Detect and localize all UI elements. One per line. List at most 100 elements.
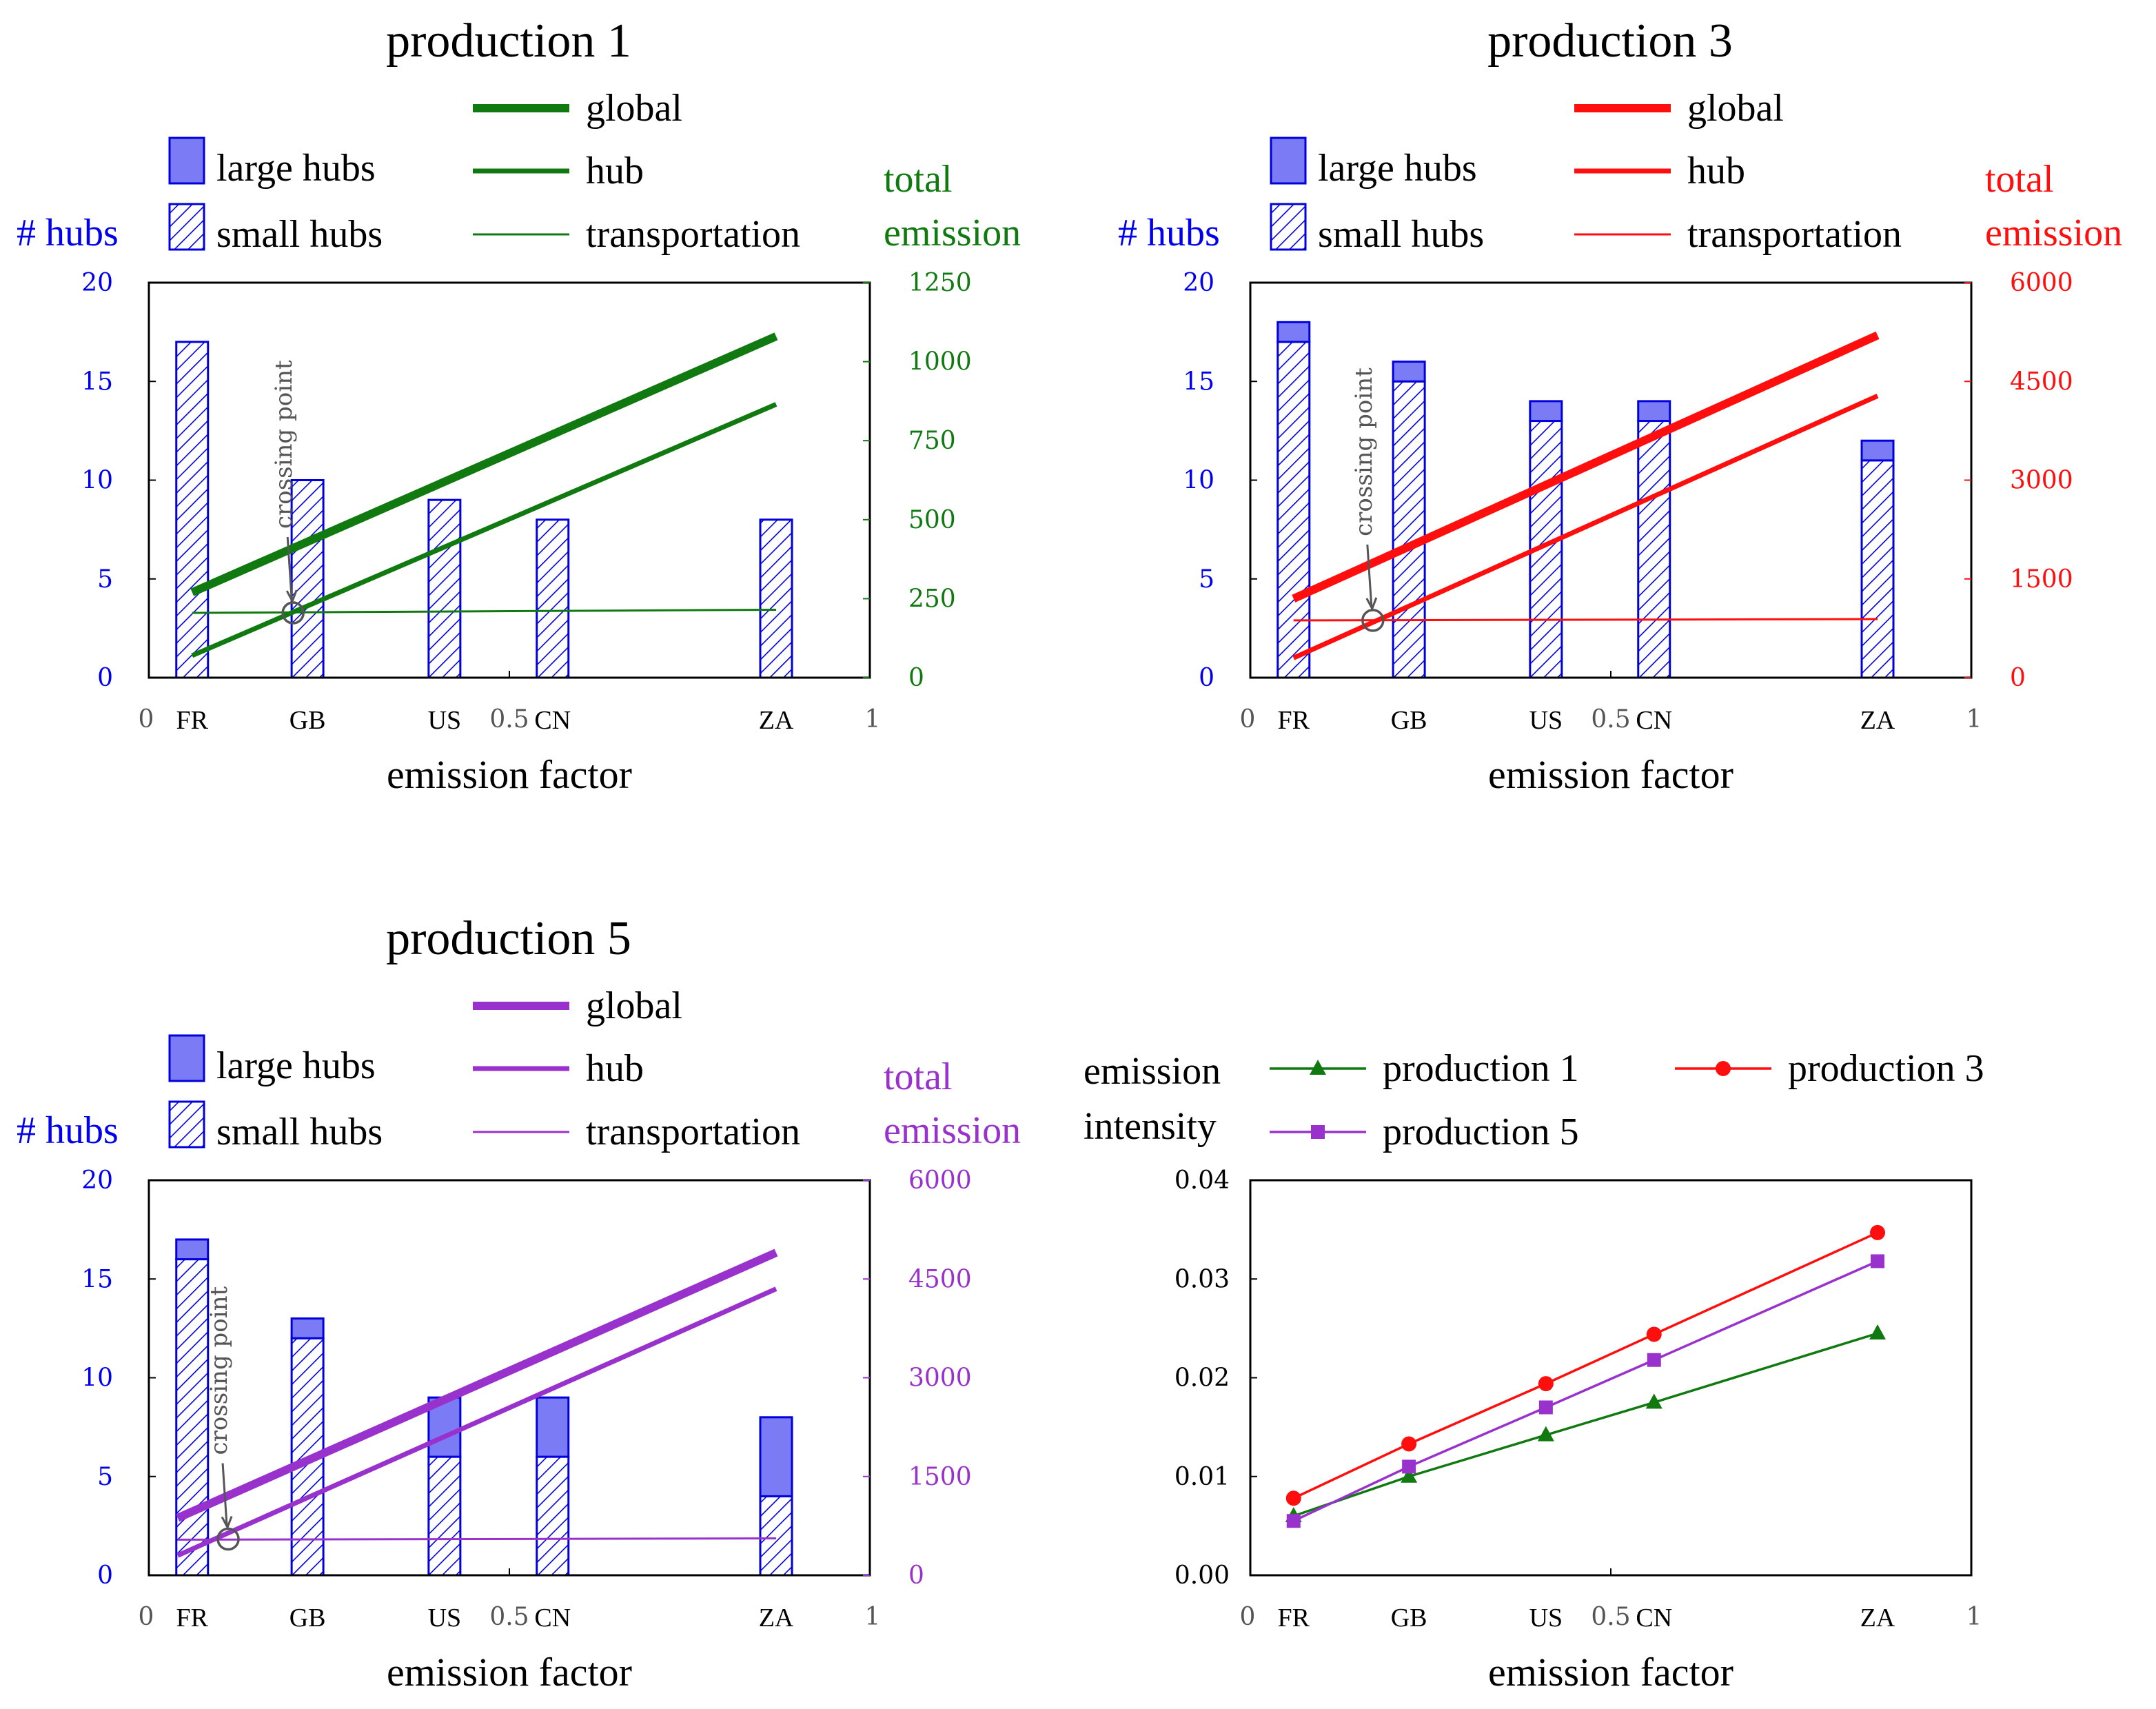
- right-axis-title-line2: emission: [884, 1109, 1021, 1152]
- right-axis-title-line1: total: [884, 158, 953, 201]
- legend-transportation-label: transportation: [586, 213, 800, 256]
- bar-large-ZA: [1860, 439, 1895, 462]
- line-transportation: [192, 608, 777, 614]
- bar-small-GB: [1392, 380, 1426, 679]
- point-triangle-ZA: [1869, 1324, 1886, 1340]
- right-axis-title-line1: total: [884, 1055, 953, 1098]
- y-tick-label: 0.00: [1174, 1561, 1230, 1590]
- country-label-ZA: ZA: [759, 1604, 794, 1632]
- legend-label-3: production 5: [1383, 1111, 1579, 1153]
- legend-hub-label: hub: [586, 1047, 644, 1090]
- right-tick-label: 1500: [2010, 565, 2073, 594]
- y-tick-label: 0.03: [1174, 1265, 1230, 1293]
- point-square-CN: [1647, 1353, 1661, 1367]
- legend-global-label: global: [586, 984, 682, 1027]
- crossing-point-marker: [1361, 609, 1385, 632]
- country-label-ZA: ZA: [1860, 1604, 1895, 1632]
- legend-large-swatch: [168, 136, 205, 185]
- crossing-point-arrow: [286, 536, 293, 600]
- right-axis-title-line2: emission: [1985, 212, 2122, 254]
- panel-4: emission intensity production 1 production …: [1084, 1047, 1984, 1695]
- legend-small-label: small hubs: [216, 213, 383, 256]
- x-tick-label: 1: [865, 705, 881, 734]
- country-label-GB: GB: [289, 1604, 326, 1632]
- bar-small-CN: [1637, 420, 1671, 679]
- country-label-US: US: [428, 706, 462, 735]
- left-tick-label: 10: [1183, 467, 1214, 495]
- right-tick-label: 4500: [908, 1265, 972, 1293]
- bar-large-GB: [1392, 361, 1426, 383]
- legend-small-label: small hubs: [1318, 213, 1484, 256]
- point-triangle-GB: [1401, 1467, 1418, 1483]
- country-label-GB: GB: [289, 706, 326, 735]
- point-square-ZA: [1871, 1254, 1885, 1268]
- crossing-point-label: crossing point: [1350, 367, 1378, 536]
- crossing-point-arrowhead: [1365, 597, 1378, 611]
- left-tick-label: 15: [81, 1265, 113, 1293]
- line-hub: [191, 402, 777, 658]
- line-global: [176, 1248, 778, 1522]
- left-tick-label: 5: [97, 1463, 113, 1491]
- crossing-point-marker: [216, 1527, 240, 1551]
- country-label-CN: CN: [1636, 706, 1672, 735]
- y-axis-title-line1: emission: [1084, 1050, 1221, 1093]
- x-tick-label: 0.5: [1591, 705, 1630, 734]
- bar-large-CN: [1637, 400, 1671, 423]
- chart-title: production 5: [386, 912, 631, 965]
- bar-large-GB: [290, 1317, 325, 1339]
- legend-small-swatch: [1270, 203, 1307, 251]
- line-transportation: [177, 1537, 777, 1541]
- right-tick-label: 1500: [908, 1463, 972, 1491]
- legend-large-label: large hubs: [216, 147, 376, 190]
- crossing-point-label: crossing point: [270, 360, 298, 529]
- bar-large-FR: [175, 1238, 210, 1261]
- x-axis-title: emission factor: [387, 1650, 632, 1695]
- bar-large-ZA: [759, 1416, 793, 1497]
- legend-hub-label: hub: [1687, 150, 1745, 192]
- crossing-point-arrowhead: [221, 1515, 233, 1530]
- legend-large-label: large hubs: [1318, 147, 1477, 190]
- country-label-ZA: ZA: [1860, 706, 1895, 735]
- point-circle-US: [1538, 1376, 1554, 1392]
- right-axis-title-line1: total: [1985, 158, 2054, 201]
- left-tick-label: 5: [1199, 565, 1214, 594]
- crossing-point-arrow: [1366, 544, 1373, 607]
- legend-transportation-label: transportation: [586, 1111, 800, 1153]
- legend-small-label: small hubs: [216, 1111, 383, 1153]
- x-axis-title: emission factor: [1488, 1650, 1733, 1695]
- point-triangle-US: [1537, 1426, 1554, 1442]
- crossing-point-arrowhead: [285, 589, 298, 604]
- point-square-GB: [1402, 1459, 1416, 1474]
- x-tick-label: 0: [139, 705, 154, 734]
- line-global: [1292, 331, 1880, 603]
- country-label-FR: FR: [1278, 1604, 1310, 1632]
- x-tick-label: 1: [1966, 1603, 1982, 1631]
- left-axis-title: # hubs: [17, 1109, 119, 1152]
- left-tick-label: 20: [81, 269, 113, 297]
- left-tick-label: 0: [1199, 664, 1214, 692]
- bar-large-CN: [536, 1396, 570, 1458]
- chart-title: production 1: [386, 14, 631, 68]
- country-label-FR: FR: [176, 1604, 209, 1632]
- x-tick-label: 0: [139, 1603, 154, 1631]
- line-transportation: [1293, 618, 1878, 622]
- legend-small-swatch: [168, 1100, 205, 1149]
- y-tick-label: 0.01: [1174, 1463, 1230, 1491]
- country-label-CN: CN: [534, 706, 571, 735]
- country-label-CN: CN: [534, 1604, 571, 1632]
- bar-small-CN: [536, 1455, 570, 1577]
- crossing-point-arrow: [221, 1463, 228, 1526]
- bar-small-FR: [1277, 341, 1311, 679]
- left-axis-title: # hubs: [1118, 212, 1220, 254]
- bar-small-US: [427, 498, 462, 679]
- crossing-point-label: crossing point: [205, 1286, 233, 1455]
- right-tick-label: 3000: [2010, 467, 2073, 495]
- x-tick-label: 0.5: [489, 705, 529, 734]
- country-label-US: US: [1529, 706, 1563, 735]
- legend-label-2: production 3: [1788, 1047, 1984, 1090]
- point-circle-ZA: [1870, 1224, 1886, 1240]
- legend-global-label: global: [1687, 87, 1784, 130]
- legend-large-swatch: [168, 1034, 205, 1082]
- legend-square-marker: [1311, 1125, 1325, 1139]
